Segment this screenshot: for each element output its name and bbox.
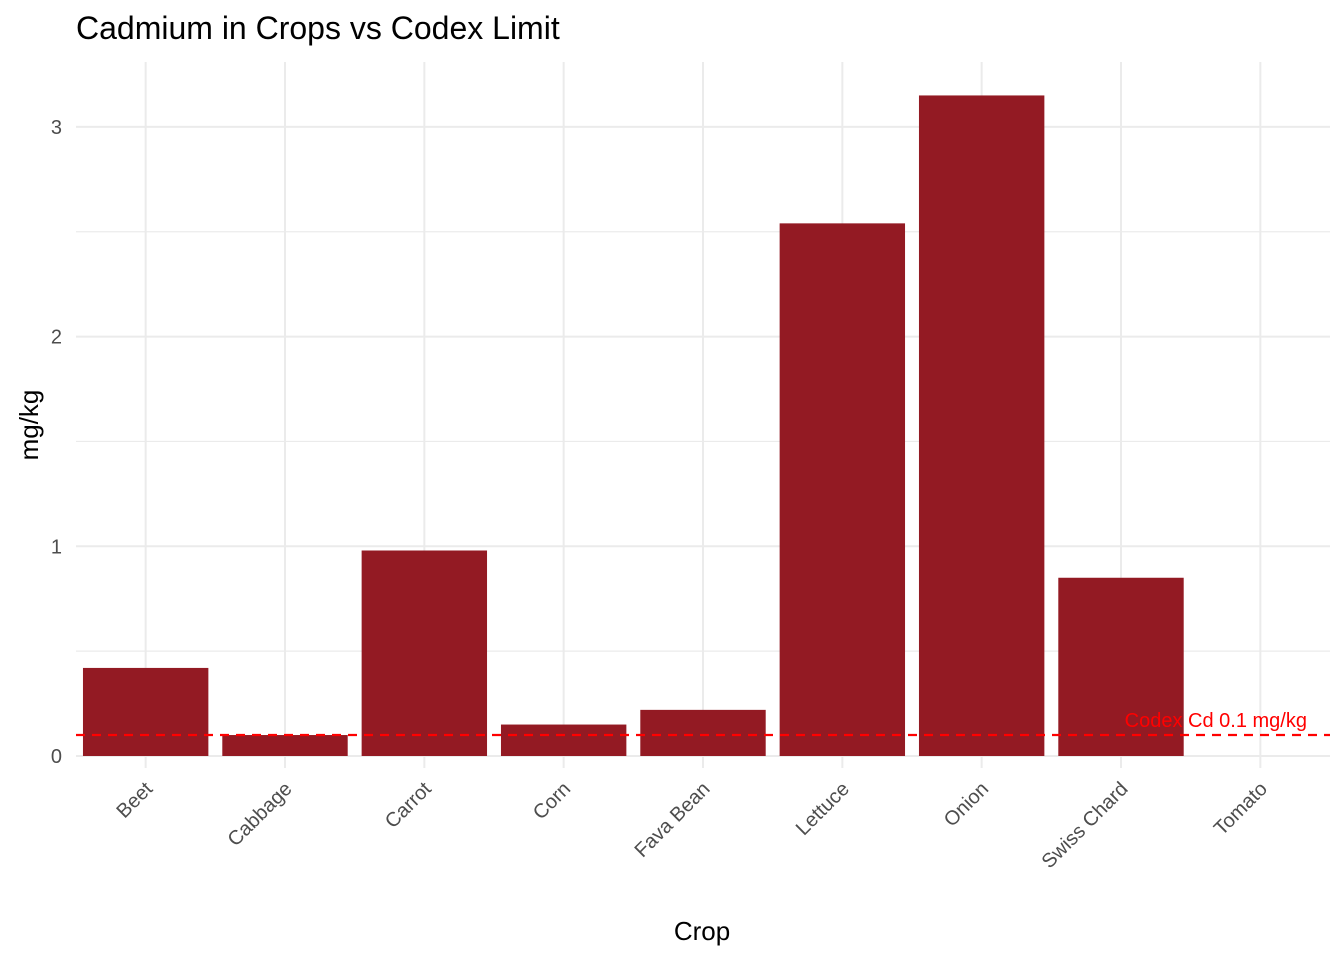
bar-swiss-chard	[1058, 577, 1184, 756]
reference-line-group: Codex Cd 0.1 mg/kg	[76, 710, 1330, 737]
x-axis-title: Crop	[674, 916, 730, 946]
y-tick-label: 1	[51, 536, 62, 558]
x-tick-label: Swiss Chard	[1038, 778, 1133, 873]
x-tick-label: Cabbage	[224, 778, 297, 851]
x-axis-ticks: Beet Cabbage Carrot Corn Fava Bean Lettuce Oni…	[113, 778, 1272, 873]
x-tick-label: Corn	[529, 778, 575, 824]
chart-title: Cadmium in Crops vs Codex Limit	[76, 10, 560, 46]
codex-limit-label: Codex Cd 0.1 mg/kg	[1125, 710, 1307, 732]
x-tick-label: Lettuce	[792, 778, 854, 840]
y-tick-label: 2	[51, 327, 62, 349]
x-tick-label: Fava Bean	[631, 778, 715, 862]
y-tick-label: 0	[51, 746, 62, 768]
y-tick-label: 3	[51, 117, 62, 139]
bar-beet	[82, 667, 209, 756]
bar-corn	[500, 724, 627, 756]
x-tick-label: Beet	[113, 778, 158, 823]
bar-lettuce	[779, 223, 906, 756]
x-tick-label: Onion	[940, 778, 993, 831]
bar-cabbage	[222, 735, 348, 756]
x-tick-label: Tomato	[1210, 778, 1272, 840]
y-axis-ticks: 0 1 2 3	[51, 117, 62, 768]
y-axis-title: mg/kg	[14, 390, 44, 461]
bar-onion	[918, 95, 1045, 756]
bar-fava-bean	[640, 709, 766, 756]
x-tick-label: Carrot	[381, 778, 436, 833]
bars	[82, 95, 1184, 756]
bar-carrot	[361, 550, 488, 756]
